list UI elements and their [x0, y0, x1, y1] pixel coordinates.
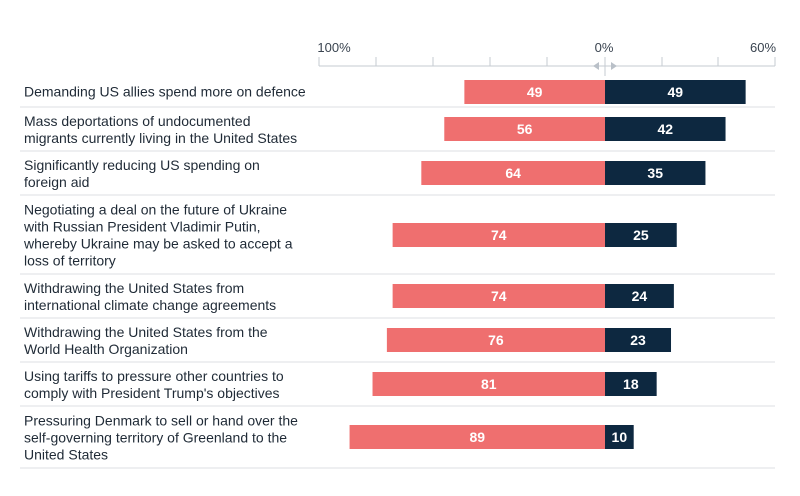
- bar-left: [444, 117, 605, 141]
- bar-right-value: 24: [632, 288, 648, 304]
- category-label: Using tariffs to pressure other countrie…: [24, 368, 284, 401]
- bar-right-value: 18: [623, 376, 639, 392]
- bar-left-value: 49: [527, 84, 543, 100]
- bar-left-value: 74: [491, 227, 507, 243]
- bar-right: [605, 117, 726, 141]
- category-label: Significantly reducing US spending on for…: [24, 157, 260, 190]
- bar-left-value: 64: [505, 165, 521, 181]
- bar-left: [464, 80, 605, 104]
- chart-row: Withdrawing the United States from the Wo…: [20, 324, 775, 363]
- bar-right: [605, 328, 672, 352]
- chart-row: Demanding US allies spend more on defenc…: [20, 80, 775, 108]
- category-label: Withdrawing the United States from intern…: [24, 280, 276, 313]
- chart-row: Significantly reducing US spending on for…: [20, 157, 775, 196]
- axis-tick-label: 60%: [750, 40, 776, 55]
- axis-tick-label: 100%: [317, 40, 351, 55]
- bar-right-value: 49: [668, 84, 684, 100]
- arrow-left-icon: [593, 62, 599, 70]
- category-label: Withdrawing the United States from the Wo…: [24, 324, 268, 357]
- bar-left-value: 81: [481, 376, 497, 392]
- arrow-right-icon: [611, 62, 617, 70]
- category-label: Pressuring Denmark to sell or hand over …: [24, 413, 298, 463]
- bar-right-value: 10: [612, 429, 628, 445]
- bar-left: [386, 328, 605, 352]
- bar-right-value: 23: [630, 332, 646, 348]
- chart-row: Withdrawing the United States from intern…: [20, 280, 775, 319]
- bar-left-value: 56: [517, 121, 533, 137]
- bar-right-value: 25: [633, 227, 649, 243]
- bar-left: [392, 223, 605, 247]
- category-label: Mass deportations of undocumented migrant…: [24, 113, 297, 146]
- bar-right: [605, 161, 706, 185]
- chart-row: Negotiating a deal on the future of Ukra…: [20, 202, 775, 275]
- bar-right: [605, 425, 634, 449]
- chart-row: Mass deportations of undocumented migrant…: [20, 113, 775, 152]
- bar-right-value: 42: [657, 121, 673, 137]
- chart-row: Using tariffs to pressure other countrie…: [20, 368, 775, 407]
- axis: 100% 0% 60%: [317, 40, 776, 76]
- bar-right: [605, 372, 657, 396]
- bar-right-value: 35: [647, 165, 663, 181]
- axis-tick-label: 0%: [595, 40, 614, 55]
- bar-left-value: 89: [469, 429, 485, 445]
- category-label: Demanding US allies spend more on defenc…: [24, 84, 306, 100]
- bar-left-value: 74: [491, 288, 507, 304]
- bar-left: [421, 161, 605, 185]
- bar-left: [372, 372, 605, 396]
- chart-row: Pressuring Denmark to sell or hand over …: [20, 413, 775, 469]
- bar-right: [605, 80, 746, 104]
- rows: Demanding US allies spend more on defenc…: [20, 80, 775, 469]
- bar-left: [349, 425, 605, 449]
- bar-left-value: 76: [488, 332, 504, 348]
- bar-right: [605, 284, 674, 308]
- bar-right: [605, 223, 677, 247]
- bar-left: [392, 284, 605, 308]
- category-label: Negotiating a deal on the future of Ukra…: [23, 202, 293, 269]
